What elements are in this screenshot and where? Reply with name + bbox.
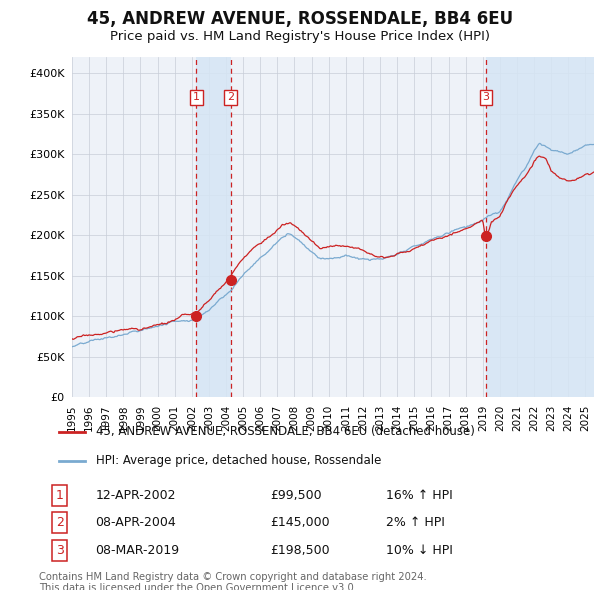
Text: 2: 2 [227, 93, 234, 103]
Text: 10% ↓ HPI: 10% ↓ HPI [386, 544, 453, 557]
Text: 08-APR-2004: 08-APR-2004 [95, 516, 176, 529]
Text: 08-MAR-2019: 08-MAR-2019 [95, 544, 179, 557]
Text: Contains HM Land Registry data © Crown copyright and database right 2024.: Contains HM Land Registry data © Crown c… [39, 572, 427, 582]
Text: HPI: Average price, detached house, Rossendale: HPI: Average price, detached house, Ross… [95, 454, 381, 467]
Text: 1: 1 [56, 489, 64, 502]
Text: 3: 3 [482, 93, 490, 103]
Text: £198,500: £198,500 [270, 544, 329, 557]
Text: 3: 3 [56, 544, 64, 557]
Text: Price paid vs. HM Land Registry's House Price Index (HPI): Price paid vs. HM Land Registry's House … [110, 30, 490, 43]
Text: 12-APR-2002: 12-APR-2002 [95, 489, 176, 502]
Text: 1: 1 [193, 93, 200, 103]
Bar [486, 57, 594, 397]
Text: This data is licensed under the Open Government Licence v3.0.: This data is licensed under the Open Gov… [39, 583, 357, 590]
Text: 16% ↑ HPI: 16% ↑ HPI [386, 489, 452, 502]
Text: 2% ↑ HPI: 2% ↑ HPI [386, 516, 445, 529]
Text: 45, ANDREW AVENUE, ROSSENDALE, BB4 6EU: 45, ANDREW AVENUE, ROSSENDALE, BB4 6EU [87, 10, 513, 28]
Text: £99,500: £99,500 [270, 489, 322, 502]
Text: 2: 2 [56, 516, 64, 529]
Bar [196, 57, 230, 397]
Text: 45, ANDREW AVENUE, ROSSENDALE, BB4 6EU (detached house): 45, ANDREW AVENUE, ROSSENDALE, BB4 6EU (… [95, 425, 475, 438]
Text: £145,000: £145,000 [270, 516, 329, 529]
